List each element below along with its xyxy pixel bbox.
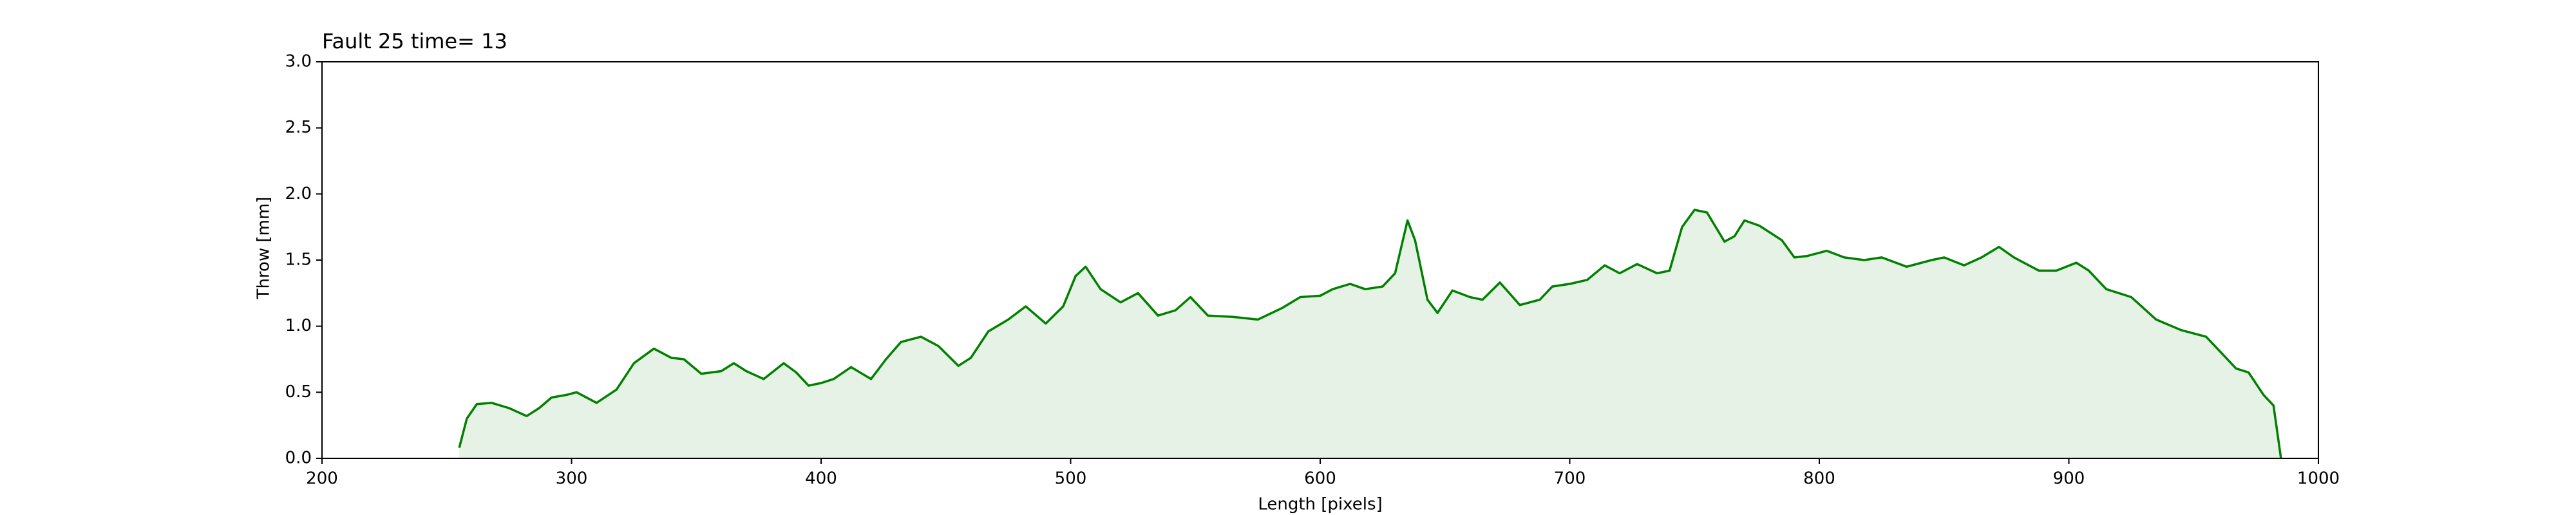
chart-title: Fault 25 time= 13 [322, 29, 507, 53]
x-tick-label: 500 [1055, 469, 1087, 489]
plot-frame [321, 61, 2319, 459]
y-tick-label: 2.0 [285, 184, 312, 203]
y-tick-label: 3.0 [285, 52, 312, 71]
y-tick-label: 1.5 [285, 250, 312, 270]
x-tick-label: 300 [556, 469, 588, 489]
x-tick-label: 800 [1803, 469, 1835, 489]
y-tick-label: 0.5 [285, 382, 312, 402]
line [458, 209, 2282, 459]
x-tick-label: 400 [805, 469, 837, 489]
area [459, 210, 2281, 458]
x-tick-label: 600 [1304, 469, 1336, 489]
y-tick-label: 1.0 [285, 316, 312, 335]
y-axis-label: Throw [mm] [254, 197, 274, 300]
x-tick-label: 700 [1554, 469, 1586, 489]
y-tick-label: 0.0 [285, 449, 312, 468]
x-tick-label: 900 [2053, 469, 2085, 489]
x-axis-label: Length [pixels] [1258, 495, 1382, 514]
x-tick-label: 200 [306, 469, 338, 489]
x-tick-label: 1000 [2297, 469, 2340, 489]
y-tick-label: 2.5 [285, 118, 312, 137]
